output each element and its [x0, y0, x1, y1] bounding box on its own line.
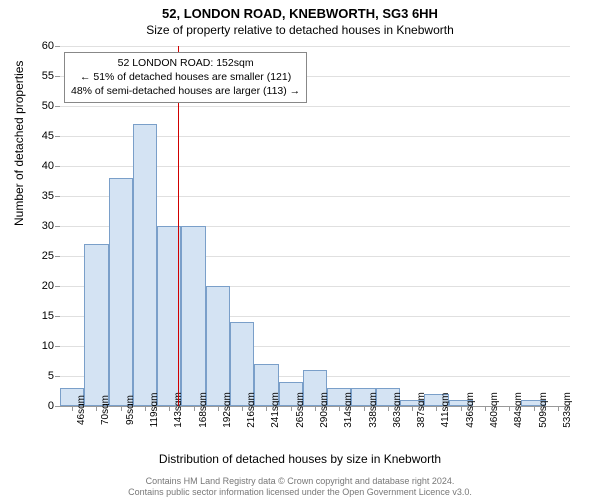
- x-tick-mark: [72, 406, 73, 411]
- y-tick-mark: [55, 376, 60, 377]
- x-tick-mark: [412, 406, 413, 411]
- x-tick-label: 363sqm: [392, 392, 403, 428]
- footer-line-1: Contains HM Land Registry data © Crown c…: [0, 476, 600, 487]
- histogram-bar: [109, 178, 133, 406]
- page-title: 52, LONDON ROAD, KNEBWORTH, SG3 6HH: [0, 6, 600, 21]
- x-axis-label: Distribution of detached houses by size …: [0, 452, 600, 466]
- annotation-box: 52 LONDON ROAD: 152sqm← 51% of detached …: [64, 52, 307, 103]
- y-tick-mark: [55, 106, 60, 107]
- histogram-bar: [133, 124, 157, 406]
- grid-line: [60, 106, 570, 107]
- x-tick-mark: [266, 406, 267, 411]
- y-tick-mark: [55, 76, 60, 77]
- histogram-bar: [84, 244, 108, 406]
- y-tick-mark: [55, 256, 60, 257]
- y-tick-label: 50: [24, 100, 54, 112]
- annotation-line: 52 LONDON ROAD: 152sqm: [71, 56, 300, 70]
- x-tick-mark: [461, 406, 462, 411]
- y-tick-mark: [55, 226, 60, 227]
- annotation-line: 48% of semi-detached houses are larger (…: [71, 84, 300, 98]
- histogram-bar: [206, 286, 230, 406]
- x-tick-mark: [534, 406, 535, 411]
- x-tick-mark: [315, 406, 316, 411]
- x-tick-label: 484sqm: [513, 392, 524, 428]
- x-tick-mark: [242, 406, 243, 411]
- x-tick-mark: [558, 406, 559, 411]
- footer-line-2: Contains public sector information licen…: [0, 487, 600, 498]
- y-tick-mark: [55, 286, 60, 287]
- x-tick-mark: [436, 406, 437, 411]
- y-tick-label: 40: [24, 160, 54, 172]
- x-tick-mark: [339, 406, 340, 411]
- x-tick-label: 509sqm: [538, 392, 549, 428]
- x-tick-mark: [218, 406, 219, 411]
- x-tick-mark: [291, 406, 292, 411]
- y-tick-label: 5: [24, 370, 54, 382]
- attribution-footer: Contains HM Land Registry data © Crown c…: [0, 476, 600, 499]
- x-tick-mark: [485, 406, 486, 411]
- x-tick-label: 411sqm: [440, 393, 451, 428]
- y-tick-mark: [55, 346, 60, 347]
- x-tick-mark: [96, 406, 97, 411]
- y-tick-mark: [55, 136, 60, 137]
- x-tick-mark: [509, 406, 510, 411]
- x-tick-mark: [121, 406, 122, 411]
- annotation-line: ← 51% of detached houses are smaller (12…: [71, 70, 300, 84]
- grid-line: [60, 46, 570, 47]
- page-subtitle: Size of property relative to detached ho…: [0, 23, 600, 37]
- y-tick-mark: [55, 406, 60, 407]
- y-tick-label: 45: [24, 130, 54, 142]
- y-tick-label: 30: [24, 220, 54, 232]
- y-tick-label: 20: [24, 280, 54, 292]
- y-tick-mark: [55, 46, 60, 47]
- plot-area: 05101520253035404550556046sqm70sqm95sqm1…: [60, 46, 570, 407]
- x-tick-mark: [364, 406, 365, 411]
- y-tick-label: 0: [24, 400, 54, 412]
- x-tick-label: 460sqm: [489, 392, 500, 428]
- y-tick-label: 15: [24, 310, 54, 322]
- x-tick-mark: [169, 406, 170, 411]
- x-tick-mark: [194, 406, 195, 411]
- x-tick-label: 533sqm: [562, 392, 573, 428]
- y-tick-label: 10: [24, 340, 54, 352]
- histogram-chart: 05101520253035404550556046sqm70sqm95sqm1…: [60, 46, 570, 406]
- y-tick-label: 60: [24, 40, 54, 52]
- y-tick-mark: [55, 316, 60, 317]
- y-tick-label: 55: [24, 70, 54, 82]
- y-tick-mark: [55, 196, 60, 197]
- x-tick-mark: [388, 406, 389, 411]
- x-tick-label: 436sqm: [465, 392, 476, 428]
- y-tick-label: 25: [24, 250, 54, 262]
- y-tick-label: 35: [24, 190, 54, 202]
- histogram-bar: [181, 226, 205, 406]
- x-tick-mark: [145, 406, 146, 411]
- y-tick-mark: [55, 166, 60, 167]
